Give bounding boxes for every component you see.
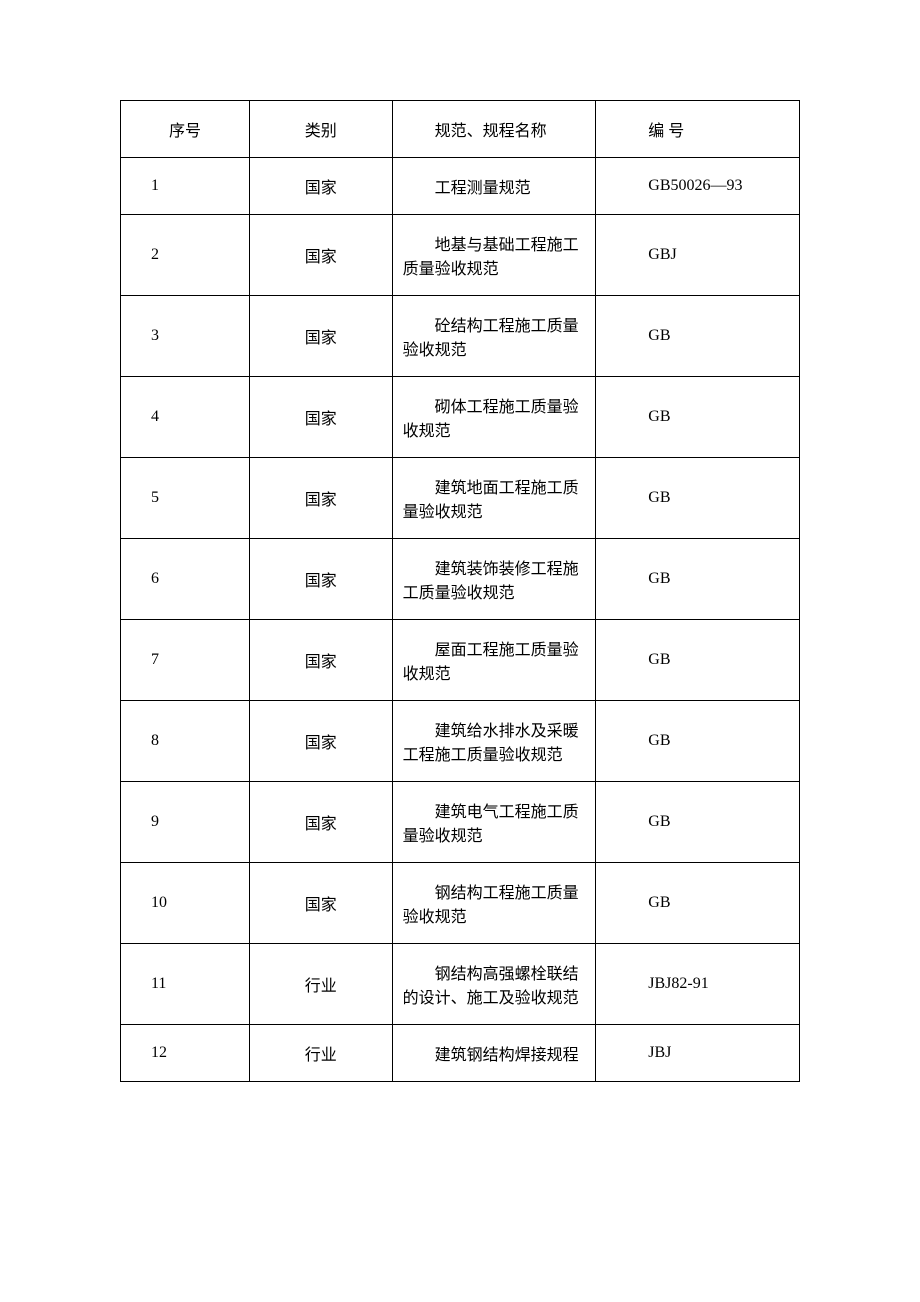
cell-code: GB [596, 539, 800, 620]
cell-category: 国家 [250, 863, 393, 944]
cell-category: 国家 [250, 782, 393, 863]
cell-code: GB [596, 296, 800, 377]
cell-name: 钢结构高强螺栓联结的设计、施工及验收规范 [392, 944, 596, 1025]
cell-code: GBJ [596, 215, 800, 296]
cell-category: 行业 [250, 944, 393, 1025]
cell-name: 钢结构工程施工质量验收规范 [392, 863, 596, 944]
header-seq: 序号 [121, 101, 250, 158]
cell-seq: 5 [121, 458, 250, 539]
cell-category: 国家 [250, 158, 393, 215]
cell-name: 建筑电气工程施工质量验收规范 [392, 782, 596, 863]
cell-name: 建筑给水排水及采暖工程施工质量验收规范 [392, 701, 596, 782]
cell-code: GB [596, 782, 800, 863]
cell-name: 建筑装饰装修工程施工质量验收规范 [392, 539, 596, 620]
cell-category: 国家 [250, 701, 393, 782]
table-row: 1 国家 工程测量规范 GB50026—93 [121, 158, 800, 215]
cell-code: JBJ [596, 1025, 800, 1082]
cell-category: 国家 [250, 377, 393, 458]
cell-name: 建筑钢结构焊接规程 [392, 1025, 596, 1082]
table-row: 3 国家 砼结构工程施工质量验收规范 GB [121, 296, 800, 377]
cell-code: GB [596, 620, 800, 701]
header-code: 编 号 [596, 101, 800, 158]
cell-seq: 3 [121, 296, 250, 377]
cell-category: 国家 [250, 458, 393, 539]
cell-seq: 2 [121, 215, 250, 296]
cell-code: GB [596, 458, 800, 539]
cell-name: 建筑地面工程施工质量验收规范 [392, 458, 596, 539]
table-row: 7 国家 屋面工程施工质量验收规范 GB [121, 620, 800, 701]
cell-category: 行业 [250, 1025, 393, 1082]
cell-code: GB [596, 377, 800, 458]
header-category: 类别 [250, 101, 393, 158]
table-row: 12 行业 建筑钢结构焊接规程 JBJ [121, 1025, 800, 1082]
cell-seq: 7 [121, 620, 250, 701]
table-row: 9 国家 建筑电气工程施工质量验收规范 GB [121, 782, 800, 863]
table-row: 5 国家 建筑地面工程施工质量验收规范 GB [121, 458, 800, 539]
table-header-row: 序号 类别 规范、规程名称 编 号 [121, 101, 800, 158]
table-row: 8 国家 建筑给水排水及采暖工程施工质量验收规范 GB [121, 701, 800, 782]
cell-seq: 10 [121, 863, 250, 944]
cell-category: 国家 [250, 215, 393, 296]
cell-code: GB50026—93 [596, 158, 800, 215]
cell-name: 屋面工程施工质量验收规范 [392, 620, 596, 701]
cell-category: 国家 [250, 296, 393, 377]
cell-name: 砼结构工程施工质量验收规范 [392, 296, 596, 377]
header-name: 规范、规程名称 [392, 101, 596, 158]
cell-category: 国家 [250, 620, 393, 701]
cell-code: GB [596, 863, 800, 944]
cell-name: 工程测量规范 [392, 158, 596, 215]
table-row: 2 国家 地基与基础工程施工质量验收规范 GBJ [121, 215, 800, 296]
table-row: 4 国家 砌体工程施工质量验收规范 GB [121, 377, 800, 458]
standards-table: 序号 类别 规范、规程名称 编 号 1 国家 工程测量规范 GB50026—93… [120, 100, 800, 1082]
cell-seq: 12 [121, 1025, 250, 1082]
cell-seq: 11 [121, 944, 250, 1025]
table-row: 11 行业 钢结构高强螺栓联结的设计、施工及验收规范 JBJ82-91 [121, 944, 800, 1025]
cell-seq: 1 [121, 158, 250, 215]
cell-code: JBJ82-91 [596, 944, 800, 1025]
table-row: 6 国家 建筑装饰装修工程施工质量验收规范 GB [121, 539, 800, 620]
cell-name: 地基与基础工程施工质量验收规范 [392, 215, 596, 296]
cell-code: GB [596, 701, 800, 782]
cell-name: 砌体工程施工质量验收规范 [392, 377, 596, 458]
cell-seq: 8 [121, 701, 250, 782]
cell-category: 国家 [250, 539, 393, 620]
cell-seq: 9 [121, 782, 250, 863]
cell-seq: 6 [121, 539, 250, 620]
table-row: 10 国家 钢结构工程施工质量验收规范 GB [121, 863, 800, 944]
cell-seq: 4 [121, 377, 250, 458]
